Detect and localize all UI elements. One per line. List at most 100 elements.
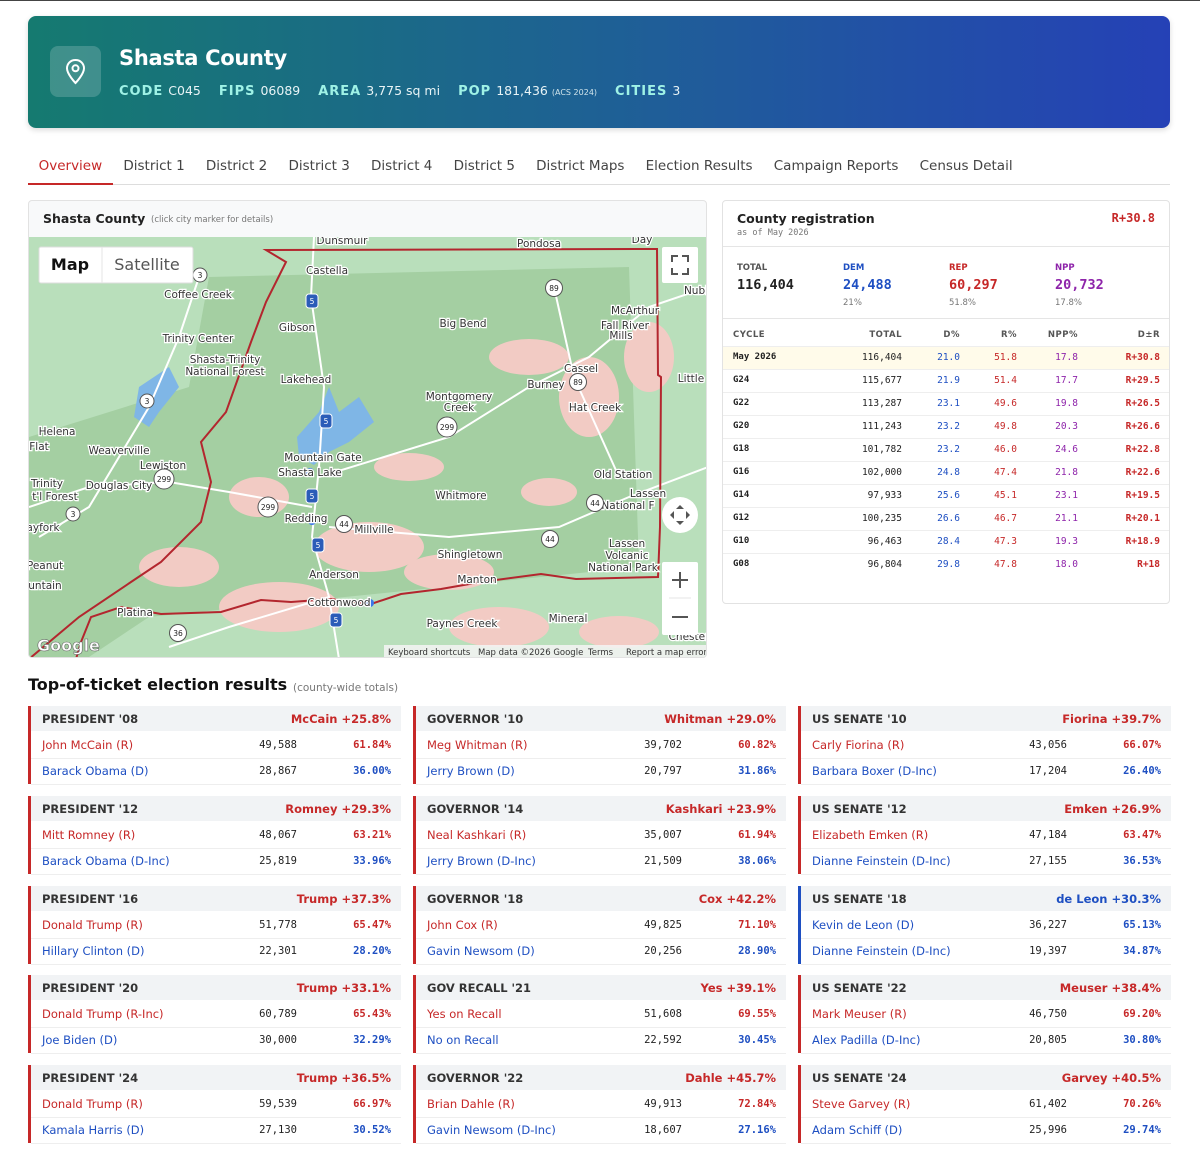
table-cell: 17.8 xyxy=(1055,352,1078,363)
race-header: PRESIDENT '08 McCain +25.8% xyxy=(31,706,401,731)
race-margin: Whitman +29.0% xyxy=(664,712,776,726)
race-header: GOVERNOR '10 Whitman +29.0% xyxy=(416,706,786,731)
candidate-name: Adam Schiff (D) xyxy=(812,1123,903,1137)
table-cell: 47.3 xyxy=(994,536,1017,547)
shield xyxy=(139,393,155,409)
candidate-votes: 49,588 xyxy=(259,739,297,751)
stat-label: CODE xyxy=(119,84,164,99)
candidate-votes: 20,256 xyxy=(644,945,682,957)
shield-label: 44 xyxy=(339,520,349,529)
candidate-row: Mark Meuser (R) 46,750 69.20% xyxy=(801,1001,1171,1028)
race-card: GOVERNOR '18 Cox +42.2% John Cox (R) 49,825… xyxy=(413,886,786,965)
summary-share: 17.8% xyxy=(1055,298,1083,308)
table-cell: 51.4 xyxy=(994,375,1017,386)
race-margin: Romney +29.3% xyxy=(285,802,391,816)
table-cell: R+20.1 xyxy=(1125,513,1160,524)
summary-label: DEM xyxy=(843,263,865,273)
table-cell: 18.0 xyxy=(1055,559,1078,570)
place-label: Shasta Lake xyxy=(278,467,342,479)
table-cell: R+30.8 xyxy=(1125,352,1160,363)
registration-subtitle: as of May 2026 xyxy=(737,228,809,238)
stat: CITIES 3 xyxy=(615,80,680,99)
race-title: US SENATE '18 xyxy=(812,892,907,906)
summary-share: 21% xyxy=(843,298,862,308)
tab[interactable]: Overview xyxy=(28,150,113,185)
place-label: Platina xyxy=(117,607,153,619)
candidate-pct: 28.20% xyxy=(353,945,391,957)
tab[interactable]: District 2 xyxy=(205,158,268,174)
tab[interactable]: District 1 xyxy=(123,158,185,174)
county-stats: CODE C045 FIPS 06089 AREA 3,775 sq mi POP 181,4… xyxy=(119,80,680,99)
zoom-control[interactable] xyxy=(662,562,698,635)
tab[interactable]: Campaign Reports xyxy=(773,158,899,174)
shield xyxy=(305,488,319,504)
section-note: (county-wide totals) xyxy=(293,682,399,694)
race-title: GOVERNOR '14 xyxy=(427,802,524,816)
table-cell: 21.8 xyxy=(1055,467,1078,478)
race-card: US SENATE '18 de Leon +30.3% Kevin de Leon… xyxy=(798,886,1171,965)
race-title: GOV RECALL '21 xyxy=(427,981,532,995)
table-cell: 101,782 xyxy=(861,444,902,455)
tab[interactable]: District 3 xyxy=(288,158,350,174)
race-margin: Trump +37.3% xyxy=(296,892,391,906)
table-cell: 97,933 xyxy=(867,490,902,501)
stat: POP 181,436 (ACS 2024) xyxy=(458,80,597,99)
candidate-row: John McCain (R) 49,588 61.84% xyxy=(31,732,401,759)
map[interactable]: Dunsmuir Pondosa Day Castella Coffee Creek Nu… xyxy=(29,237,707,658)
table-row xyxy=(723,346,1169,369)
candidate-pct: 61.84% xyxy=(353,739,391,751)
map-open-land xyxy=(139,322,674,648)
place-label: National Park xyxy=(588,562,659,574)
map-type-box xyxy=(38,246,194,284)
tab[interactable]: District Maps xyxy=(536,158,625,174)
place-label: Hat Creek xyxy=(569,402,622,414)
candidate-row: Adam Schiff (D) 25,996 29.74% xyxy=(801,1117,1171,1144)
candidate-row: Brian Dahle (R) 49,913 72.84% xyxy=(416,1091,786,1118)
registration-lean: R+30.8 xyxy=(1111,211,1155,225)
city-marker[interactable] xyxy=(306,468,314,476)
candidate-name: John McCain (R) xyxy=(42,738,134,752)
candidate-name: Hillary Clinton (D) xyxy=(42,944,145,958)
table-cell: G24 xyxy=(733,375,750,385)
race-header: GOVERNOR '14 Kashkari +23.9% xyxy=(416,796,786,821)
place-label: Helena xyxy=(39,426,76,438)
stat-value: 3 xyxy=(672,83,681,98)
map-footer-link: Terms xyxy=(587,648,614,658)
fullscreen-button[interactable] xyxy=(662,247,698,283)
tab[interactable]: Election Results xyxy=(645,158,753,174)
map-button[interactable]: Map xyxy=(51,255,89,274)
place-label: Trinity xyxy=(30,478,63,490)
candidate-name: Yes on Recall xyxy=(427,1007,502,1021)
tab[interactable]: Census Detail xyxy=(919,158,1013,174)
place-label: Shasta-Trinity xyxy=(190,354,261,366)
candidate-row: Dianne Feinstein (D-Inc) 19,397 34.87% xyxy=(801,938,1171,965)
candidate-pct: 66.97% xyxy=(353,1098,391,1110)
candidate-row: Donald Trump (R) 51,778 65.47% xyxy=(31,912,401,939)
table-cell: 49.6 xyxy=(994,398,1017,409)
city-marker[interactable] xyxy=(366,599,374,607)
race-card: GOVERNOR '14 Kashkari +23.9% Neal Kashkari… xyxy=(413,796,786,875)
place-label: Lassen xyxy=(609,538,645,550)
candidate-votes: 28,867 xyxy=(259,765,297,777)
race-header: GOVERNOR '22 Dahle +45.7% xyxy=(416,1065,786,1090)
candidate-votes: 30,000 xyxy=(259,1034,297,1046)
stat-value: 3,775 sq mi xyxy=(366,83,441,98)
candidate-votes: 21,509 xyxy=(644,855,682,867)
shield-label: 5 xyxy=(310,297,315,306)
table-cell: R+26.5 xyxy=(1125,398,1160,409)
map-hint: (click city marker for details) xyxy=(151,215,274,225)
tab[interactable]: District 5 xyxy=(453,158,515,174)
race-header: US SENATE '10 Fiorina +39.7% xyxy=(801,706,1171,731)
race-title: PRESIDENT '08 xyxy=(42,712,139,726)
candidate-row: Neal Kashkari (R) 35,007 61.94% xyxy=(416,822,786,849)
table-cell: R+22.6 xyxy=(1125,467,1160,478)
satellite-button[interactable]: Satellite xyxy=(114,255,180,274)
city-marker[interactable] xyxy=(308,517,316,525)
table-cell: 96,804 xyxy=(867,559,902,570)
shield-label: 3 xyxy=(145,397,150,406)
tab[interactable]: District 4 xyxy=(371,158,433,174)
table-cell: 113,287 xyxy=(861,398,902,409)
camera-control[interactable] xyxy=(662,497,698,533)
race-card: US SENATE '24 Garvey +40.5% Steve Garvey (… xyxy=(798,1065,1171,1144)
